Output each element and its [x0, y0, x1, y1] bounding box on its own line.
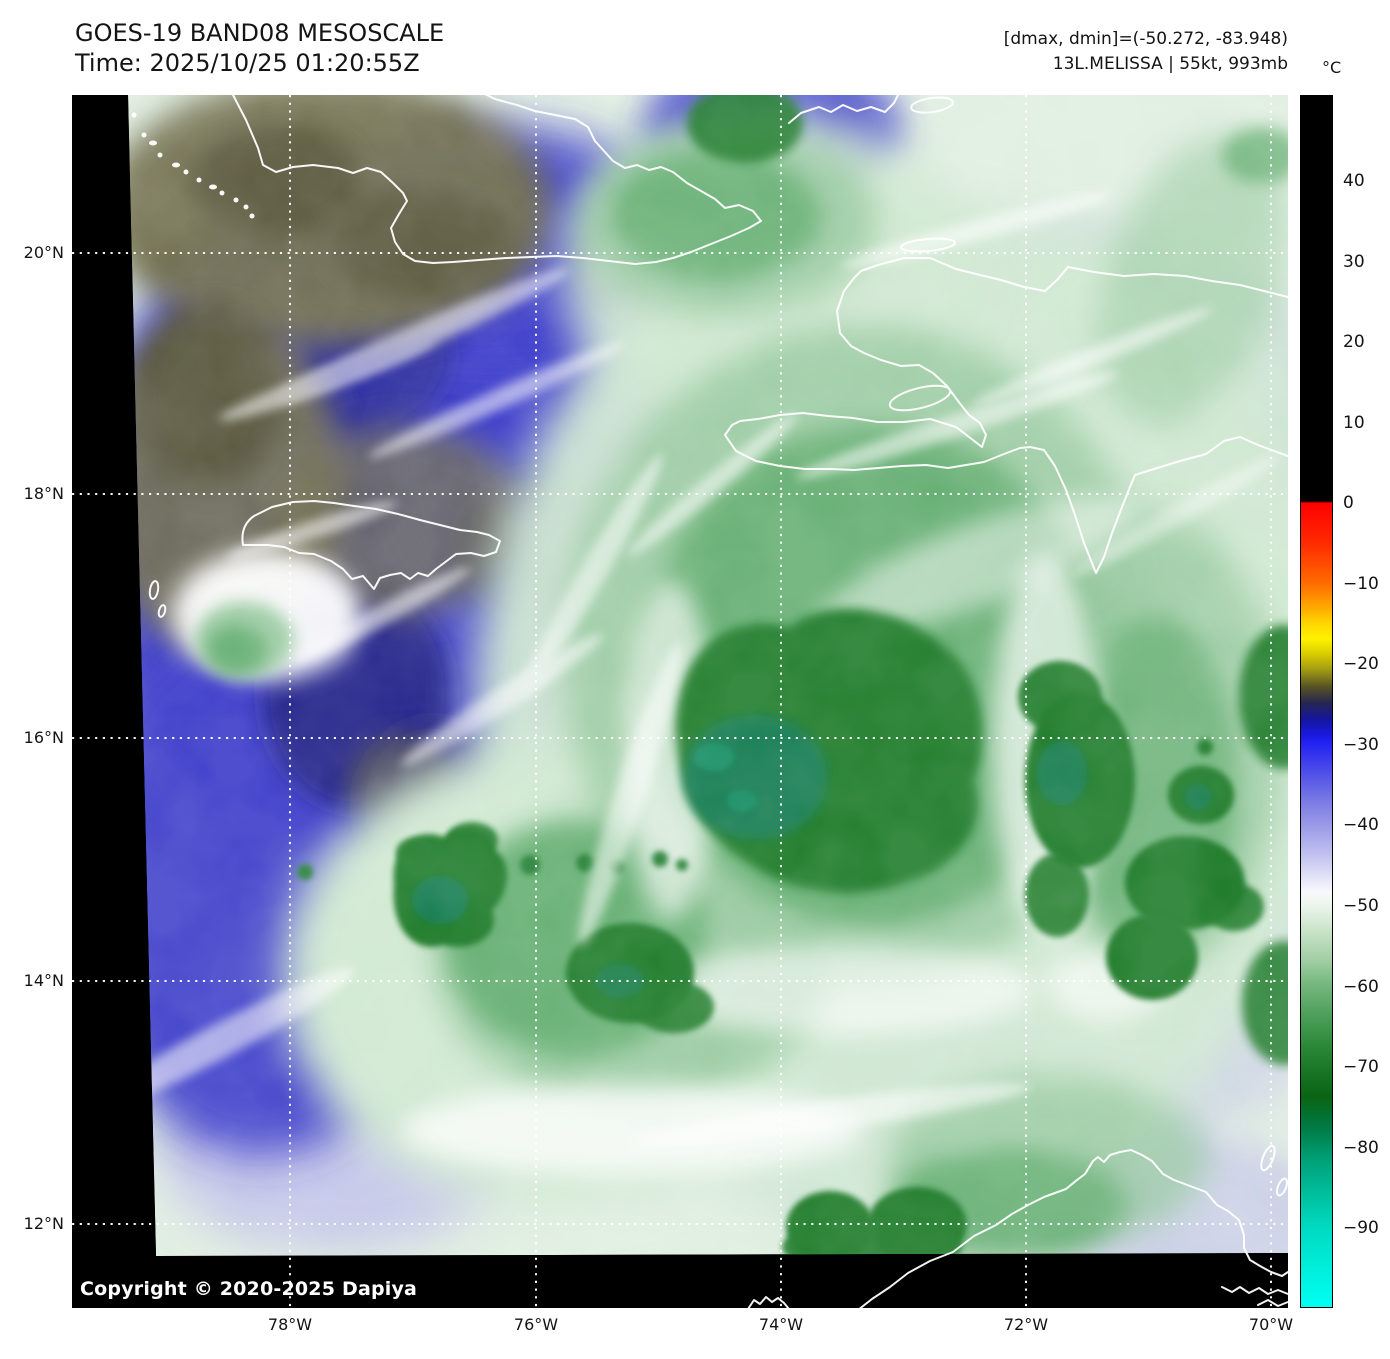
coast-gonave: [888, 384, 952, 412]
cb-tick-m40: −40: [1343, 815, 1379, 835]
cb-tick-m50: −50: [1343, 896, 1379, 916]
storm-status-readout: 13L.MELISSA | 55kt, 993mb: [1052, 54, 1288, 74]
latlon-grid: [72, 95, 1288, 1308]
cb-tick-m80: −80: [1343, 1138, 1379, 1158]
coast-south-america: [857, 1149, 1289, 1311]
timestamp: Time: 2025/10/25 01:20:55Z: [75, 49, 420, 77]
lon-label-72w: 72°W: [1003, 1315, 1049, 1334]
lat-label-18n: 18°N: [23, 484, 64, 503]
coast-santa-marta: [747, 1296, 790, 1310]
coast-cay-1: [148, 580, 160, 600]
cb-tick-m20: −20: [1343, 654, 1379, 674]
data-swath: [128, 95, 1288, 1256]
coast-cuba: [231, 92, 762, 265]
cb-tick-m70: −70: [1343, 1057, 1379, 1077]
title-block: GOES-19 BAND08 MESOSCALE Time: 2025/10/2…: [75, 18, 444, 78]
coast-aruba: [1275, 1177, 1289, 1197]
temperature-colorbar: [1300, 95, 1333, 1308]
coast-curacao: [1260, 1144, 1276, 1172]
colorbar-unit-label: °C: [1322, 58, 1342, 77]
coast-little-inagua: [910, 96, 954, 114]
lon-label-76w: 76°W: [513, 1315, 559, 1334]
dmax-dmin-readout: [dmax, dmin]=(-50.272, -83.948): [1003, 29, 1288, 49]
coast-hispaniola: [724, 257, 1289, 574]
lat-label-12n: 12°N: [23, 1214, 64, 1233]
cb-tick-20: 20: [1343, 332, 1365, 352]
coast-jamaica: [241, 500, 501, 590]
satellite-map-canvas: Copyright © 2020-2025 Dapiya: [72, 92, 1289, 1311]
lat-label-16n: 16°N: [23, 728, 64, 747]
lon-label-78w: 78°W: [267, 1315, 313, 1334]
page-title: GOES-19 BAND08 MESOSCALE: [75, 19, 445, 47]
coast-cay-2: [157, 604, 167, 618]
coast-cays: [131, 112, 255, 219]
lon-label-70w: 70°W: [1248, 1315, 1294, 1334]
cb-tick-10: 10: [1343, 413, 1365, 433]
lon-label-74w: 74°W: [758, 1315, 804, 1334]
coast-venezuela-1: [1221, 1286, 1289, 1295]
satellite-scene: [72, 92, 1289, 1311]
coastlines: [131, 92, 1289, 1311]
cb-tick-30: 30: [1343, 252, 1365, 272]
cb-tick-m30: −30: [1343, 735, 1379, 755]
lat-label-14n: 14°N: [23, 971, 64, 990]
cb-tick-m10: −10: [1343, 574, 1379, 594]
info-block: [dmax, dmin]=(-50.272, -83.948) 13L.MELI…: [1004, 27, 1288, 77]
cb-tick-0: 0: [1343, 493, 1354, 513]
coast-venezuela-2: [1257, 1299, 1289, 1307]
coast-bahamas: [788, 92, 900, 124]
cb-tick-m60: −60: [1343, 977, 1379, 997]
lat-label-20n: 20°N: [23, 243, 64, 262]
cb-tick-m90: −90: [1343, 1218, 1379, 1238]
copyright-watermark: Copyright © 2020-2025 Dapiya: [80, 1278, 418, 1300]
coast-tortuga: [900, 237, 956, 253]
cb-tick-40: 40: [1343, 171, 1365, 191]
